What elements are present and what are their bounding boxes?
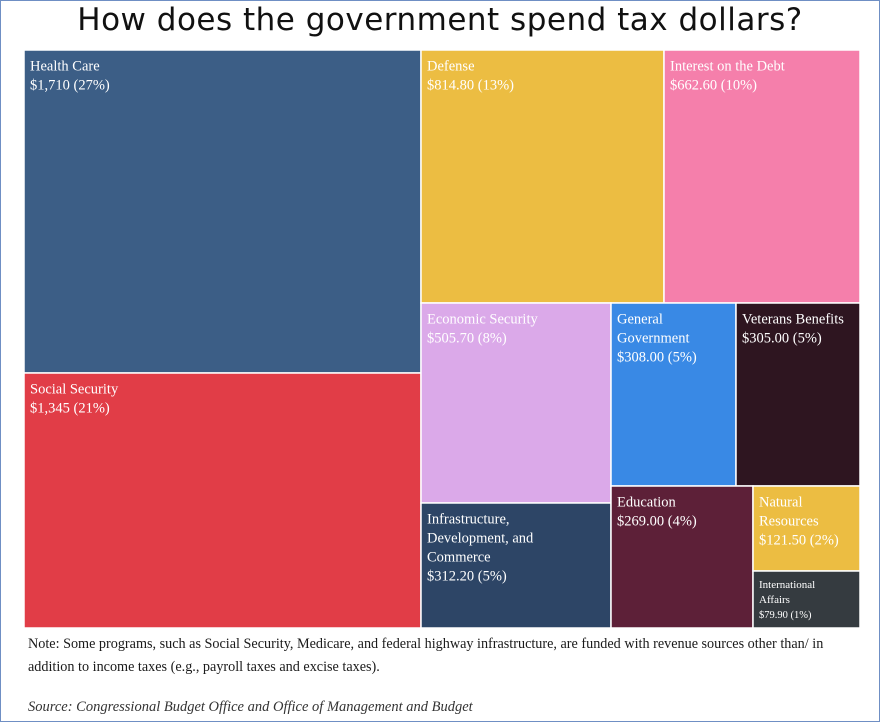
treemap-label-defense: Defense [427, 59, 475, 75]
treemap-value-health-care: $1,710 (27%) [30, 78, 110, 94]
treemap-rect-interest-on-the-debt [663, 50, 860, 304]
treemap-rect-infrastructure-development-and-commerce [420, 502, 612, 628]
treemap-cell-economic-security: Economic Security $505.70 (8%) [420, 302, 612, 504]
treemap-label-general-government: General Government [617, 312, 689, 347]
treemap-rect-economic-security [420, 302, 612, 504]
treemap-cell-interest-on-the-debt: Interest on the Debt $662.60 (10%) [663, 50, 860, 304]
treemap-value-veterans-benefits: $305.00 (5%) [742, 331, 822, 347]
treemap-label-natural-resources: Natural Resources [759, 495, 819, 530]
treemap-rect-general-government [610, 302, 737, 487]
treemap-cell-infrastructure-development-and-commerce: Infrastructure, Development, and Commerce $… [420, 502, 612, 628]
treemap-rect-veterans-benefits [735, 302, 860, 487]
treemap-value-education: $269.00 (4%) [617, 514, 697, 530]
treemap-rect-education [610, 485, 754, 628]
treemap-cell-health-care: Health Care $1,710 (27%) [24, 50, 422, 374]
treemap-rect-health-care [24, 50, 422, 374]
treemap-label-economic-security: Economic Security [427, 312, 538, 328]
treemap-rect-defense [420, 50, 665, 304]
treemap-label-international-affairs: International Affairs [759, 579, 815, 606]
treemap-value-natural-resources: $121.50 (2%) [759, 533, 839, 549]
treemap-value-economic-security: $505.70 (8%) [427, 331, 507, 347]
treemap-label-veterans-benefits: Veterans Benefits [742, 312, 844, 328]
treemap-value-infrastructure-development-and-commerce: $312.20 (5%) [427, 569, 507, 585]
treemap-value-defense: $814.80 (13%) [427, 78, 514, 94]
treemap-value-social-security: $1,345 (21%) [30, 401, 110, 417]
treemap-cell-general-government: General Government $308.00 (5%) [610, 302, 737, 487]
treemap-label-education: Education [617, 495, 677, 511]
treemap-cell-education: Education $269.00 (4%) [610, 485, 754, 628]
treemap-rect-social-security [24, 372, 422, 628]
treemap-label-interest-on-the-debt: Interest on the Debt [670, 59, 785, 75]
treemap-cell-natural-resources: Natural Resources $121.50 (2%) [752, 485, 860, 572]
treemap-rect-international-affairs [752, 570, 860, 628]
chart-title: How does the government spend tax dollar… [77, 2, 803, 38]
treemap-value-interest-on-the-debt: $662.60 (10%) [670, 78, 757, 94]
treemap-value-international-affairs: $79.90 (1%) [759, 610, 812, 621]
chart-source: Source: Congressional Budget Office and … [28, 699, 473, 715]
treemap-cell-international-affairs: International Affairs $79.90 (1%) [752, 570, 860, 628]
treemap-label-health-care: Health Care [30, 59, 100, 75]
treemap-chart: Health Care $1,710 (27%) Social Security $1… [24, 50, 860, 628]
treemap-label-infrastructure-development-and-commerce: Infrastructure, Development, and Commerce [427, 512, 534, 566]
treemap-rect-natural-resources [752, 485, 860, 572]
treemap-label-social-security: Social Security [30, 382, 119, 398]
treemap-cell-defense: Defense $814.80 (13%) [420, 50, 665, 304]
treemap-cell-social-security: Social Security $1,345 (21%) [24, 372, 422, 628]
chart-note: Note: Some programs, such as Social Secu… [28, 636, 824, 675]
treemap-value-general-government: $308.00 (5%) [617, 350, 697, 366]
treemap-cell-veterans-benefits: Veterans Benefits $305.00 (5%) [735, 302, 860, 487]
